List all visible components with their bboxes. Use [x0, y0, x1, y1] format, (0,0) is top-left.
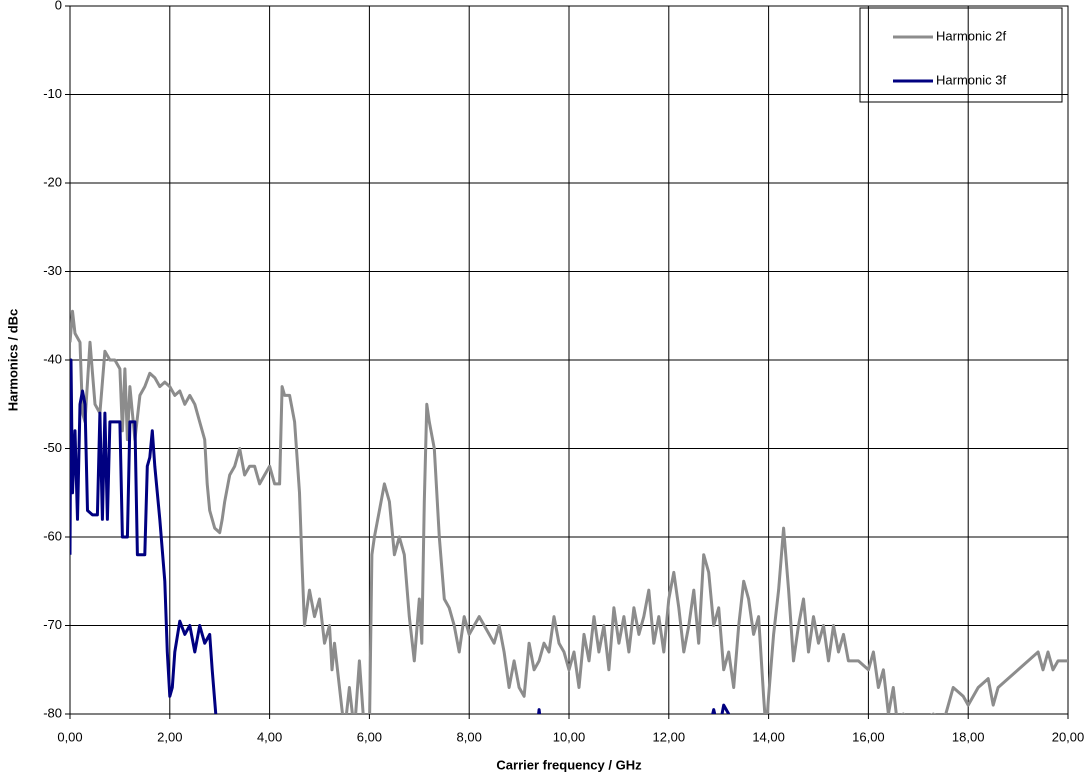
x-tick-label: 4,00: [257, 729, 282, 744]
y-tick-label: -20: [43, 174, 62, 189]
y-tick-label: -50: [43, 440, 62, 455]
x-tick-label: 10,00: [553, 729, 586, 744]
y-axis-label: Harmonics / dBc: [5, 309, 20, 412]
series-line: [70, 309, 1068, 714]
x-tick-label: 0,00: [57, 729, 82, 744]
x-tick-label: 18,00: [952, 729, 985, 744]
y-tick-label: -60: [43, 528, 62, 543]
legend-box: [859, 7, 1063, 103]
series-line: [70, 358, 731, 714]
x-tick-label: 14,00: [752, 729, 785, 744]
x-tick-label: 2,00: [157, 729, 182, 744]
y-tick-label: -80: [43, 705, 62, 720]
y-tick-label: -10: [43, 86, 62, 101]
y-tick-label: -40: [43, 351, 62, 366]
x-tick-label: 6,00: [357, 729, 382, 744]
x-tick-label: 16,00: [852, 729, 885, 744]
y-tick-label: 0: [55, 0, 62, 12]
legend-label: Harmonic 3f: [936, 72, 1006, 87]
y-tick-label: -70: [43, 617, 62, 632]
x-tick-label: 20,00: [1052, 729, 1085, 744]
x-tick-label: 8,00: [457, 729, 482, 744]
legend-label: Harmonic 2f: [936, 28, 1006, 43]
y-tick-label: -30: [43, 263, 62, 278]
x-tick-label: 12,00: [653, 729, 686, 744]
x-axis-label: Carrier frequency / GHz: [496, 757, 642, 772]
